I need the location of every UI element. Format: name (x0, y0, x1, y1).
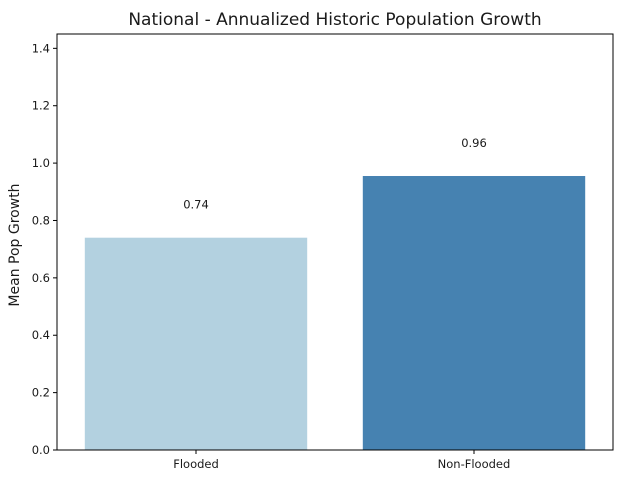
bar-value-label: 0.96 (461, 136, 487, 150)
y-tick-label: 0.6 (32, 271, 50, 285)
bar-value-label: 0.74 (183, 198, 209, 212)
y-tick-label: 0.2 (32, 386, 50, 400)
y-tick-label: 0.8 (32, 213, 50, 227)
plot-frame (56, 33, 614, 451)
plot-area: 0.74 Flooded 0.96 Non-Flooded 0.0 0.2 0.4 0.6 0.… (32, 33, 614, 471)
y-tick-label: 0.0 (32, 443, 50, 457)
chart-title: National - Annualized Historic Populatio… (128, 10, 541, 30)
y-tick-label: 0.4 (32, 328, 50, 342)
y-axis-label: Mean Pop Growth (7, 183, 23, 306)
x-tick-label: Flooded (173, 457, 219, 471)
y-tick-label: 1.2 (32, 99, 50, 113)
bar-non-flooded (362, 176, 586, 450)
x-tick-label: Non-Flooded (438, 457, 511, 471)
y-tick-label: 1.0 (32, 156, 50, 170)
y-tick-label: 1.4 (32, 41, 50, 55)
bar-flooded (84, 237, 308, 450)
